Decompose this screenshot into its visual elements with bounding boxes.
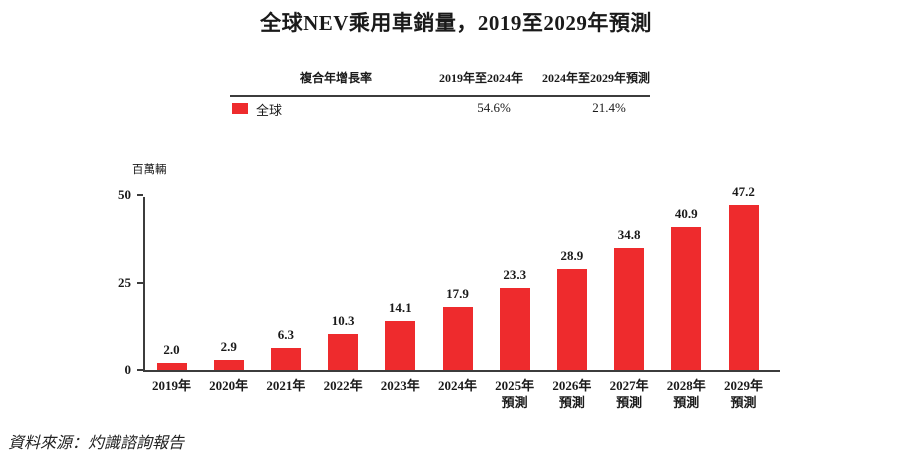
x-axis-tick-line: 2021年 xyxy=(266,378,306,393)
bar xyxy=(156,363,187,370)
bar-value-label: 23.3 xyxy=(503,267,527,283)
bar xyxy=(728,204,759,370)
bar-value-label: 10.3 xyxy=(331,312,355,328)
bar-chart-plot-area: 0 25 50 2.0 2019年 2.9 2020年 6.3 2021年 10.3 2022年 14… xyxy=(118,184,780,410)
x-axis-tick-line: 2024年 xyxy=(437,378,477,393)
x-axis-tick-line: 2029年 xyxy=(723,378,763,393)
x-axis-tick-label: 2024年 xyxy=(423,377,493,394)
bar-value-label: 28.9 xyxy=(560,247,584,263)
x-axis-tick-label: 2019年 xyxy=(137,377,207,394)
cagr-value-2019-2024: 54.6% xyxy=(477,100,511,115)
bar-value-label: 40.9 xyxy=(674,205,698,221)
x-axis-tick-label: 2020年 xyxy=(194,377,264,394)
bar xyxy=(556,268,587,370)
x-axis-tick-line: 預測 xyxy=(616,395,643,410)
cagr-table: 複合年增長率 2019年至2024年 2024年至2029年預測 全球 54.6… xyxy=(230,69,650,119)
x-axis-tick-line: 預測 xyxy=(673,395,700,410)
x-axis-tick-line: 2019年 xyxy=(151,378,191,393)
bar-value-label: 14.1 xyxy=(388,299,412,315)
bar xyxy=(385,320,416,370)
y-axis-tick xyxy=(137,194,143,196)
y-axis-tick-label: 25 xyxy=(118,274,131,290)
x-axis-tick-label: 2029年預測 xyxy=(709,377,779,411)
x-axis-tick-line: 2026年 xyxy=(552,378,592,393)
x-axis-tick-line: 預測 xyxy=(558,395,585,410)
chart-title: 全球NEV乘用車銷量，2019至2029年預測 xyxy=(260,11,652,35)
x-axis-tick-label: 2027年預測 xyxy=(594,377,664,411)
legend-series-label: 全球 xyxy=(256,103,283,118)
source-note: 資料來源：灼識諮詢報告 xyxy=(8,435,185,452)
x-axis-tick-label: 2026年預測 xyxy=(537,377,607,411)
bar xyxy=(442,307,473,370)
cagr-value-2024-2029: 21.4% xyxy=(592,100,626,115)
y-axis-tick-label: 0 xyxy=(124,362,132,377)
bar xyxy=(671,226,702,370)
x-axis-tick-label: 2022年 xyxy=(308,377,378,394)
y-axis-tick-label: 50 xyxy=(118,187,131,202)
x-axis-tick-line: 預測 xyxy=(501,395,528,410)
y-axis-tick xyxy=(137,281,143,284)
x-axis-tick-line: 2027年 xyxy=(609,378,649,393)
cagr-header-period-1: 2019年至2024年 xyxy=(438,71,523,85)
x-axis-tick-label: 2023年 xyxy=(365,377,435,394)
x-axis-tick-label: 2021年 xyxy=(251,377,321,394)
bar xyxy=(614,248,645,370)
bar xyxy=(213,359,244,370)
bar-value-label: 47.2 xyxy=(732,183,755,199)
legend-color-swatch xyxy=(232,103,248,114)
bar-value-label: 2.0 xyxy=(163,342,180,357)
bar-value-label: 6.3 xyxy=(277,326,295,342)
y-axis-tick xyxy=(137,369,143,371)
bar-value-label: 17.9 xyxy=(446,286,469,302)
bar-value-label: 34.8 xyxy=(617,227,641,243)
x-axis-tick-line: 2025年 xyxy=(495,378,535,393)
bar xyxy=(270,347,301,370)
bar xyxy=(328,333,359,370)
x-axis-tick-line: 預測 xyxy=(730,395,757,410)
bar xyxy=(499,288,530,370)
x-axis-tick-label: 2025年預測 xyxy=(480,377,550,411)
bar-value-label: 2.9 xyxy=(220,338,237,354)
x-axis-tick-line: 2020年 xyxy=(209,378,249,393)
cagr-header-label: 複合年增長率 xyxy=(299,71,372,85)
x-axis-tick-line: 2022年 xyxy=(323,378,363,393)
x-axis-tick-line: 2028年 xyxy=(666,378,706,393)
x-axis-tick-label: 2028年預測 xyxy=(651,377,721,411)
table-rule-line xyxy=(230,95,650,97)
x-axis-tick-line: 2023年 xyxy=(380,378,420,393)
cagr-header-period-2: 2024年至2029年預測 xyxy=(541,71,650,85)
y-axis-unit-label: 百萬輛 xyxy=(132,164,167,176)
